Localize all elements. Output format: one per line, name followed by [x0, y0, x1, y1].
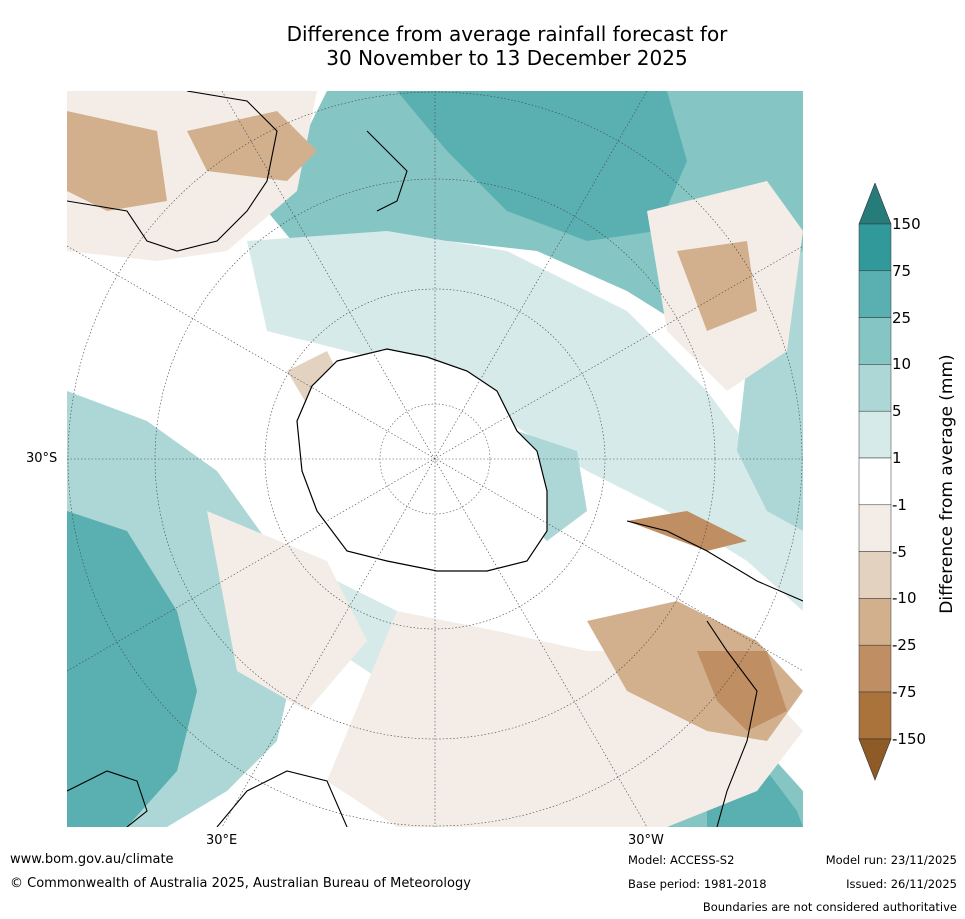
- model-run-text: Model run: 23/11/2025: [825, 853, 957, 867]
- map-canvas: [67, 91, 803, 827]
- copyright-text: © Commonwealth of Australia 2025, Austra…: [10, 876, 471, 891]
- longitude-label-east: 30°E: [206, 833, 238, 848]
- dry-region: [627, 511, 747, 551]
- colorbar-tick-label: -150: [892, 729, 927, 748]
- dry-region: [207, 511, 367, 711]
- colorbar-tick-label: -5: [892, 542, 907, 561]
- colorbar-tick-label: -1: [892, 495, 907, 514]
- colorbar-tick-label: 5: [892, 402, 902, 421]
- colorbar-band: [858, 644, 892, 693]
- coastlines: [67, 91, 803, 827]
- rainfall-map[interactable]: [67, 91, 803, 827]
- colorbar-tick-label: 10: [892, 355, 912, 374]
- colorbar-band: [858, 504, 892, 552]
- colorbar-tick-label: 75: [892, 261, 912, 280]
- dry-region: [677, 241, 757, 331]
- rain-region: [67, 511, 197, 827]
- colorbar-tick-label: 1: [892, 449, 902, 467]
- colorbar-band: [858, 598, 892, 646]
- colorbar-extend-top: [858, 183, 892, 225]
- colorbar-tick-label: 25: [892, 308, 912, 327]
- colorbar-bands: [858, 223, 892, 740]
- issued-text: Issued: 26/11/2025: [846, 877, 957, 891]
- graticule: [67, 91, 803, 827]
- dry-region: [697, 651, 787, 731]
- model-text: Model: ACCESS-S2: [628, 853, 735, 867]
- colorbar-band: [858, 691, 892, 740]
- base-period-text: Base period: 1981-2018: [628, 877, 767, 891]
- colorbar-band: [858, 317, 892, 365]
- colorbar-band: [858, 364, 892, 412]
- colorbar-band: [858, 223, 892, 272]
- colorbar-tick-label: -75: [892, 683, 917, 701]
- colorbar-band: [858, 551, 892, 599]
- colorbar-band: [858, 270, 892, 318]
- title-line-1: Difference from average rainfall forecas…: [286, 22, 728, 46]
- dry-region: [67, 111, 167, 211]
- title-line-2: 30 November to 13 December 2025: [326, 46, 688, 70]
- colorbar-extend-bottom: [858, 738, 892, 781]
- latitude-label: 30°S: [26, 451, 58, 466]
- rain-region: [247, 231, 803, 611]
- disclaimer-text: Boundaries are not considered authoritat…: [702, 900, 957, 914]
- website-link[interactable]: www.bom.gov.au/climate: [10, 852, 174, 867]
- colorbar-band: [858, 410, 892, 459]
- colorbar-tick-label: 150: [892, 215, 921, 233]
- colorbar-tick-label: -10: [892, 589, 917, 608]
- dry-region: [187, 111, 317, 181]
- colorbar-tick-label: -25: [892, 636, 917, 655]
- chart-title: Difference from average rainfall forecas…: [67, 22, 947, 70]
- colorbar-label: Difference from average (mm): [937, 354, 957, 614]
- colorbar: [858, 183, 892, 781]
- colorbar-band: [858, 457, 892, 506]
- brown-anomaly-regions: [67, 91, 803, 827]
- rain-region: [397, 91, 687, 241]
- longitude-label-west: 30°W: [628, 833, 664, 848]
